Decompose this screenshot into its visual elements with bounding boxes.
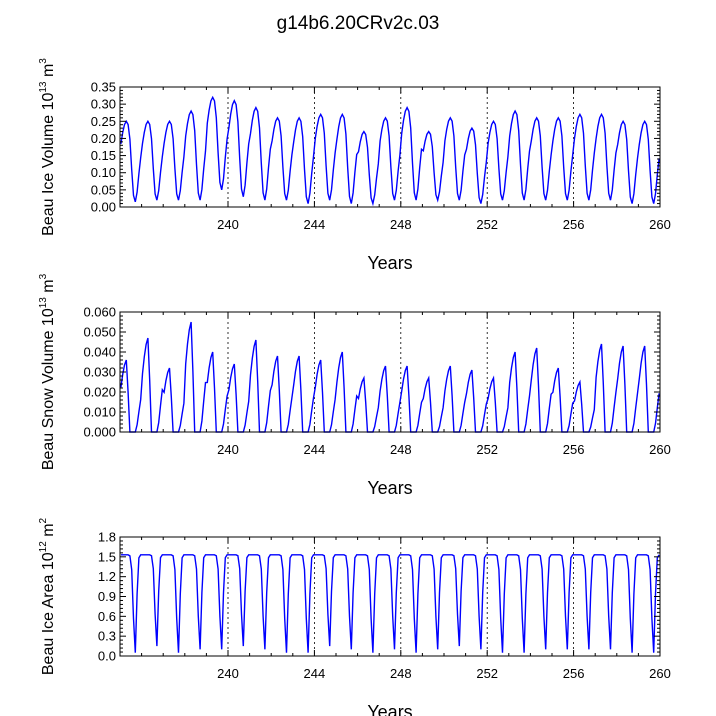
- x-tick-label: 260: [649, 666, 671, 681]
- y-tick-label: 0.030: [83, 365, 116, 380]
- x-tick-label: 240: [217, 666, 239, 681]
- beau-ice-volume-series-line: [120, 95, 660, 207]
- x-tick-label: 252: [476, 217, 498, 232]
- y-tick-label: 0.00: [91, 200, 116, 215]
- beau-snow-volume-series-line: [120, 321, 660, 433]
- y-tick-label: 0.0: [98, 649, 116, 664]
- x-axis-label: Years: [367, 478, 412, 498]
- x-tick-label: 248: [390, 666, 412, 681]
- beau-ice-volume-panel: 240 244 248 252 256 260 0.00 0.05 0.10 0.15 0.20 0.…: [38, 58, 671, 273]
- x-tick-label: 248: [390, 217, 412, 232]
- x-tick-label: 252: [476, 666, 498, 681]
- y-axis-label: Beau Ice Area 1012 m2: [38, 517, 57, 675]
- chart-title: g14b6.20CRv2c.03: [277, 13, 440, 34]
- y-tick-label: 0.30: [91, 97, 116, 112]
- x-tick-label: 256: [563, 666, 585, 681]
- x-tick-label: 244: [304, 666, 326, 681]
- y-tick-label: 0.010: [83, 405, 116, 420]
- y-tick-label: 0.05: [91, 182, 116, 197]
- y-tick-label: 1.8: [98, 530, 116, 545]
- y-axis-label: Beau Snow Volume 1013 m3: [38, 273, 57, 470]
- y-tick-label: 0.050: [83, 325, 116, 340]
- y-tick-label: 0.020: [83, 385, 116, 400]
- x-tick-label: 256: [563, 217, 585, 232]
- x-tick-label: 260: [649, 442, 671, 457]
- x-tick-label: 248: [390, 442, 412, 457]
- x-tick-label: 260: [649, 217, 671, 232]
- x-tick-label: 244: [304, 442, 326, 457]
- y-tick-label: 0.25: [91, 114, 116, 129]
- plot-frame: [119, 311, 661, 433]
- y-tick-label: 1.5: [98, 549, 116, 564]
- y-tick-label: 0.15: [91, 148, 116, 163]
- y-tick-label: 0.35: [91, 80, 116, 95]
- x-tick-label: 256: [563, 442, 585, 457]
- beau-snow-volume-panel: 240 244 248 252 256 260 0.000 0.010 0.020 0.030 0.…: [38, 273, 671, 498]
- beau-ice-area-series-line: [120, 554, 660, 653]
- x-tick-label: 240: [217, 442, 239, 457]
- x-tick-label: 240: [217, 217, 239, 232]
- x-tick-label: 244: [304, 217, 326, 232]
- x-axis-label: Years: [367, 702, 412, 716]
- x-axis-label: Years: [367, 253, 412, 273]
- y-tick-label: 0.000: [83, 425, 116, 440]
- y-tick-label: 0.10: [91, 165, 116, 180]
- y-tick-label: 0.6: [98, 609, 116, 624]
- beau-ice-area-panel: 240 244 248 252 256 260 0.0 0.3 0.6 0.9 1.2 1.5 1.8 Y…: [38, 517, 671, 716]
- y-tick-label: 0.20: [91, 131, 116, 146]
- y-tick-label: 0.040: [83, 345, 116, 360]
- y-tick-label: 1.2: [98, 569, 116, 584]
- y-tick-label: 0.9: [98, 589, 116, 604]
- plot-frame: [119, 86, 661, 208]
- y-tick-label: 0.3: [98, 629, 116, 644]
- y-tick-label: 0.060: [83, 305, 116, 320]
- y-axis-label: Beau Ice Volume 1013 m3: [38, 58, 57, 236]
- x-tick-label: 252: [476, 442, 498, 457]
